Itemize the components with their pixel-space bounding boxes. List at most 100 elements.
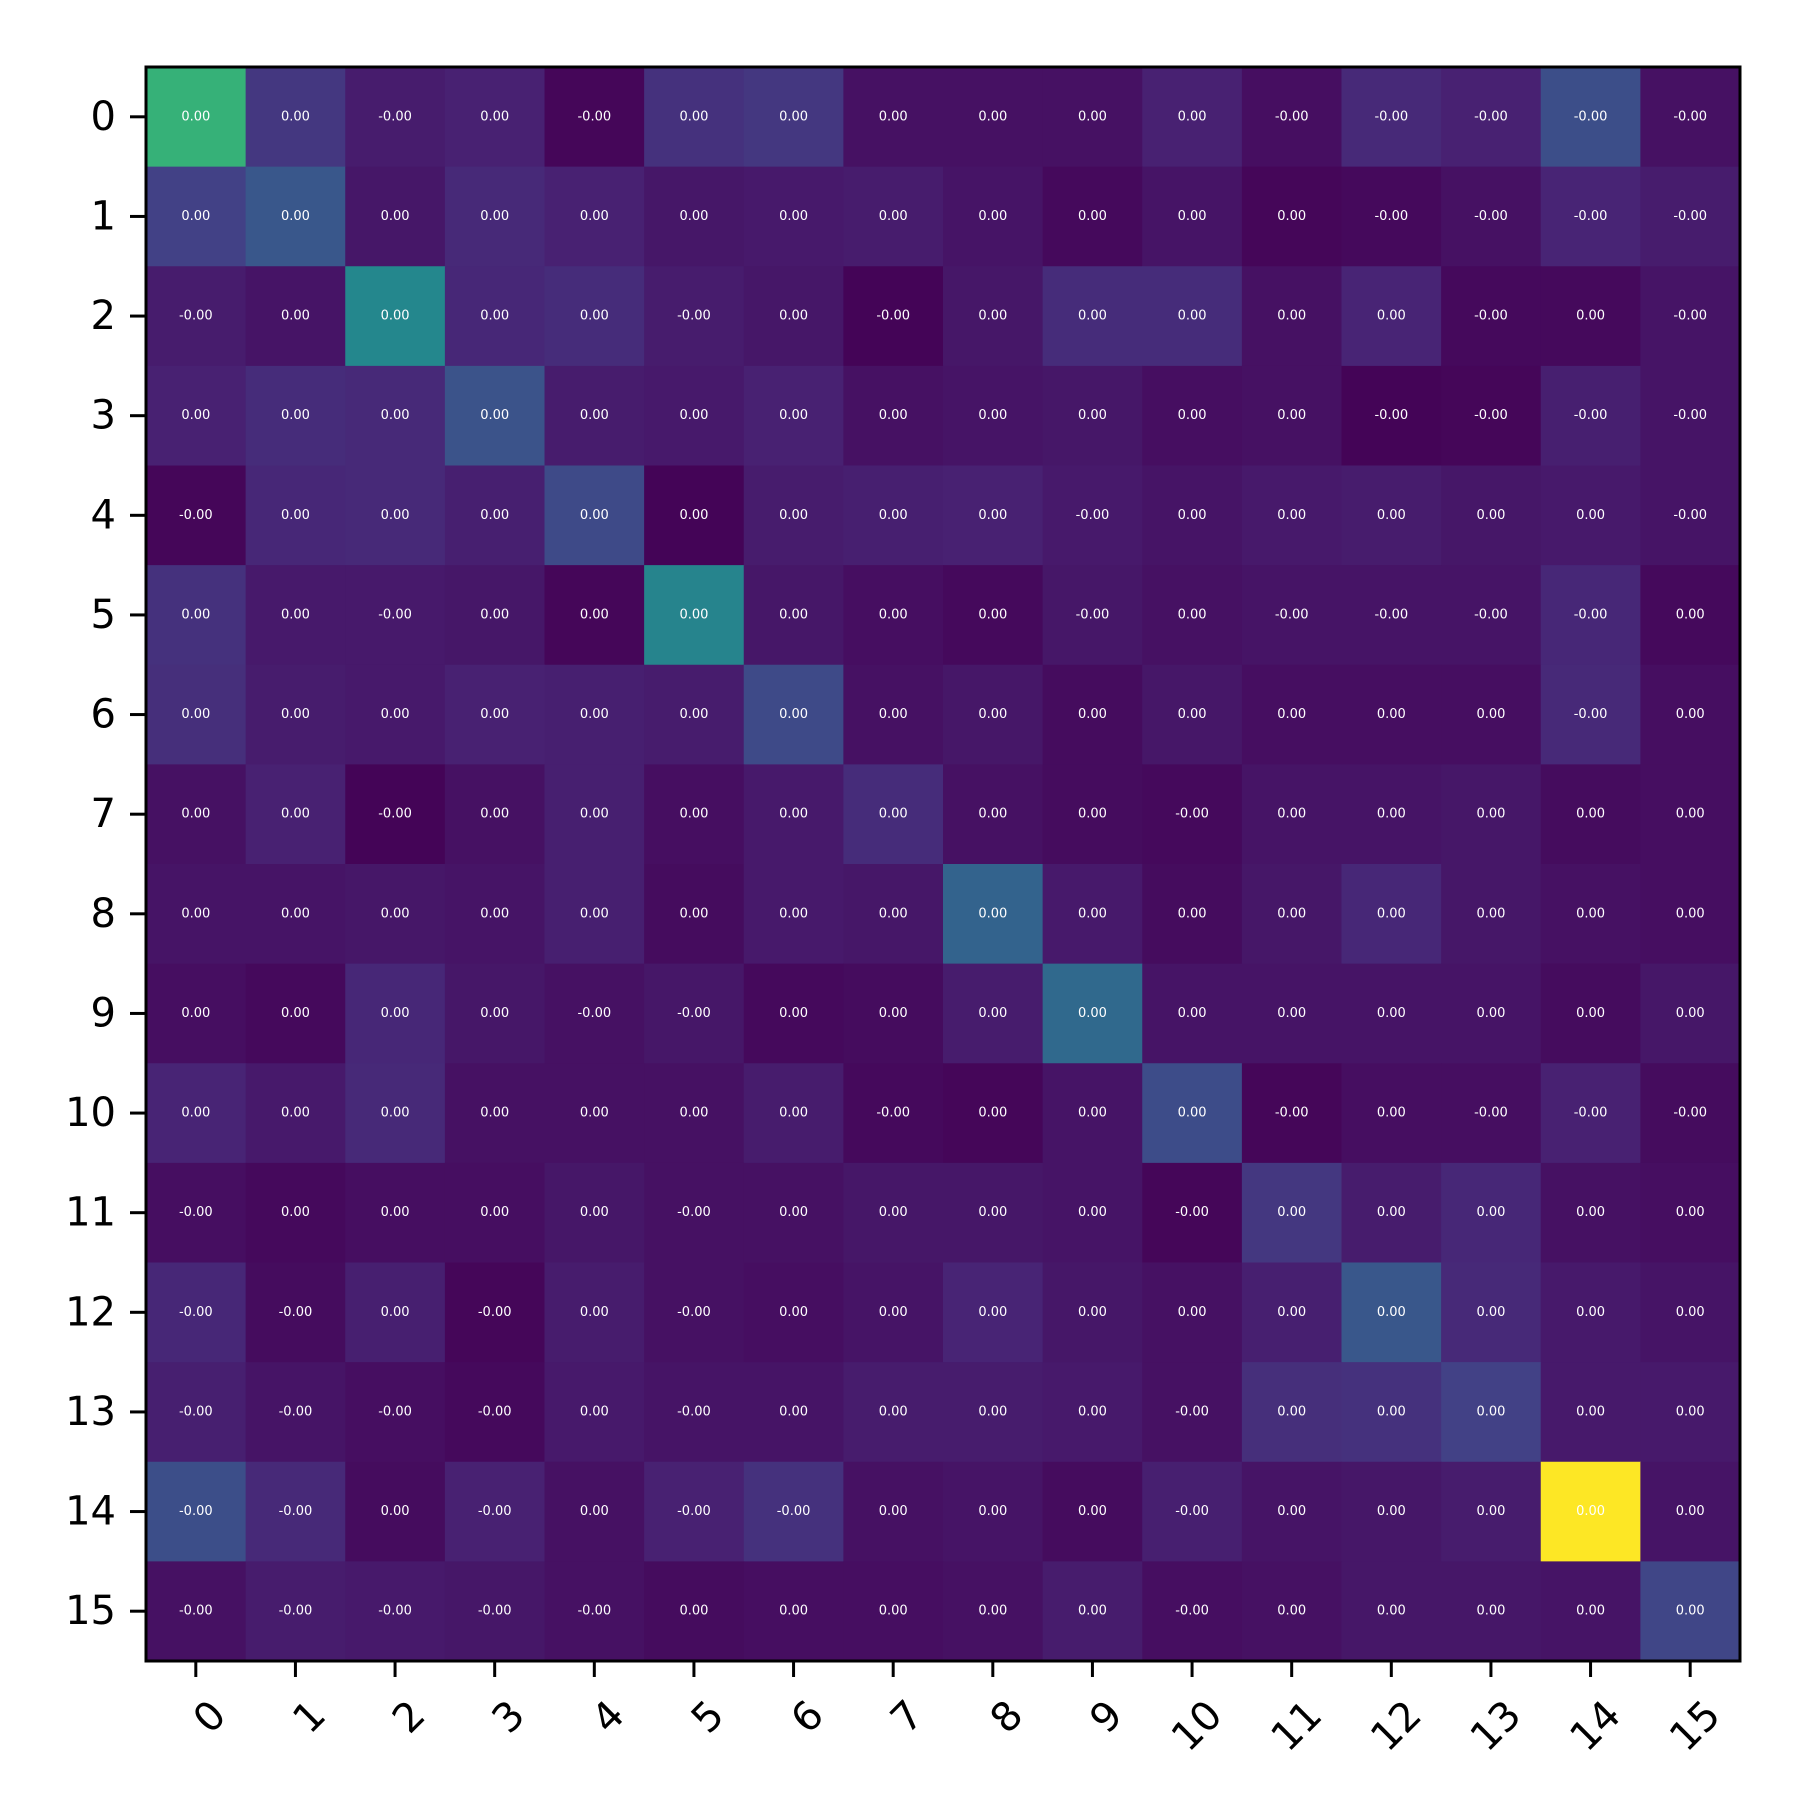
cell-value-label-r4-c7: 0.00: [879, 508, 908, 523]
cell-value-label-r11-c6: 0.00: [779, 1205, 808, 1220]
heatmap-cells: [146, 67, 1741, 1662]
heatmap-cell-r0-c9: [1042, 67, 1143, 168]
cell-value-label-r11-c1: 0.00: [281, 1205, 310, 1220]
cell-value-label-r4-c10: 0.00: [1178, 508, 1207, 523]
heatmap-cell-r3-c2: [345, 365, 446, 467]
cell-value-label-r15-c2: -0.00: [378, 1604, 412, 1619]
heatmap-cell-r11-c3: [444, 1162, 546, 1264]
cell-value-label-r1-c3: 0.00: [480, 209, 509, 224]
x-tick-label-2: 2: [384, 1692, 435, 1743]
heatmap-cell-r7-c4: [544, 764, 645, 865]
cell-value-label-r0-c0: 0.00: [181, 109, 210, 124]
heatmap-cell-r3-c5: [644, 365, 745, 467]
cell-value-label-r5-c15: 0.00: [1676, 607, 1705, 622]
heatmap-cell-r6-c6: [743, 664, 844, 765]
heatmap-cell-r5-c12: [1341, 565, 1442, 666]
cell-value-label-r0-c13: -0.00: [1474, 109, 1508, 124]
heatmap-cell-r0-c15: [1640, 67, 1741, 168]
heatmap-cell-labels: 0.00 0.00 -0.00 0.00 -0.00 0.00 0.00 0.00 0.00 0.…: [179, 109, 1707, 1618]
heatmap-cell-r11-c0: [146, 1162, 247, 1264]
cell-value-label-r3-c0: 0.00: [181, 408, 210, 423]
heatmap-cell-r5-c2: [345, 565, 446, 666]
cell-value-label-r4-c4: 0.00: [580, 508, 609, 523]
heatmap-cell-r9-c0: [146, 963, 247, 1064]
cell-value-label-r12-c0: -0.00: [179, 1305, 213, 1320]
cell-value-label-r7-c14: 0.00: [1576, 807, 1605, 822]
cell-value-label-r8-c10: 0.00: [1178, 906, 1207, 921]
cell-value-label-r11-c10: -0.00: [1175, 1205, 1209, 1220]
cell-value-label-r3-c3: 0.00: [480, 408, 509, 423]
heatmap-cell-r6-c9: [1042, 664, 1143, 765]
heatmap-cell-r7-c8: [943, 764, 1044, 865]
cell-value-label-r2-c0: -0.00: [179, 309, 213, 324]
heatmap-cell-r11-c5: [644, 1162, 745, 1264]
heatmap-cell-r0-c11: [1241, 67, 1343, 168]
cell-value-label-r10-c11: -0.00: [1275, 1106, 1309, 1121]
cell-value-label-r2-c6: 0.00: [779, 309, 808, 324]
heatmap-cell-r0-c13: [1441, 67, 1542, 168]
cell-value-label-r15-c7: 0.00: [879, 1604, 908, 1619]
cell-value-label-r14-c15: 0.00: [1676, 1504, 1705, 1519]
cell-value-label-r13-c10: -0.00: [1175, 1404, 1209, 1419]
heatmap-cell-r12-c9: [1042, 1262, 1143, 1363]
heatmap-cell-r10-c6: [743, 1063, 844, 1164]
heatmap-cell-r15-c0: [146, 1561, 247, 1662]
cell-value-label-r9-c0: 0.00: [181, 1006, 210, 1021]
cell-value-label-r10-c0: 0.00: [181, 1106, 210, 1121]
heatmap-cell-r13-c15: [1640, 1362, 1741, 1463]
heatmap-cell-r7-c12: [1341, 764, 1442, 865]
heatmap-cell-r15-c15: [1640, 1561, 1741, 1662]
heatmap-cell-r11-c11: [1241, 1162, 1343, 1264]
heatmap-cell-r15-c14: [1540, 1561, 1641, 1662]
cell-value-label-r14-c4: 0.00: [580, 1504, 609, 1519]
heatmap-cell-r7-c9: [1042, 764, 1143, 865]
heatmap-cell-r14-c1: [245, 1461, 346, 1562]
cell-value-label-r8-c3: 0.00: [480, 906, 509, 921]
cell-value-label-r1-c11: 0.00: [1277, 209, 1306, 224]
heatmap-cell-r11-c13: [1441, 1162, 1542, 1264]
cell-value-label-r15-c11: 0.00: [1277, 1604, 1306, 1619]
heatmap-cell-r3-c13: [1441, 365, 1542, 467]
cell-value-label-r7-c3: 0.00: [480, 807, 509, 822]
cell-value-label-r12-c9: 0.00: [1078, 1305, 1107, 1320]
heatmap-cell-r4-c14: [1540, 465, 1641, 566]
heatmap-cell-r13-c6: [743, 1362, 844, 1463]
cell-value-label-r15-c6: 0.00: [779, 1604, 808, 1619]
heatmap-cell-r8-c0: [146, 864, 247, 965]
cell-value-label-r8-c6: 0.00: [779, 906, 808, 921]
cell-value-label-r0-c10: 0.00: [1178, 109, 1207, 124]
heatmap-cell-r4-c8: [943, 465, 1044, 566]
heatmap-cell-r9-c10: [1142, 963, 1243, 1064]
cell-value-label-r14-c6: -0.00: [777, 1504, 811, 1519]
cell-value-label-r14-c2: 0.00: [381, 1504, 410, 1519]
cell-value-label-r5-c7: 0.00: [879, 607, 908, 622]
cell-value-label-r8-c9: 0.00: [1078, 906, 1107, 921]
cell-value-label-r15-c0: -0.00: [179, 1604, 213, 1619]
cell-value-label-r8-c13: 0.00: [1476, 906, 1505, 921]
cell-value-label-r2-c8: 0.00: [978, 309, 1007, 324]
heatmap-cell-r3-c4: [544, 365, 645, 467]
heatmap-cell-r15-c10: [1142, 1561, 1243, 1662]
cell-value-label-r7-c15: 0.00: [1676, 807, 1705, 822]
cell-value-label-r14-c11: 0.00: [1277, 1504, 1306, 1519]
y-tick-label-7: 7: [91, 791, 116, 837]
heatmap-cell-r12-c15: [1640, 1262, 1741, 1363]
heatmap-cell-r2-c13: [1441, 266, 1542, 367]
cell-value-label-r15-c14: 0.00: [1576, 1604, 1605, 1619]
heatmap-cell-r8-c5: [644, 864, 745, 965]
heatmap-cell-r8-c14: [1540, 864, 1641, 965]
heatmap-cell-r11-c7: [843, 1162, 944, 1264]
cell-value-label-r4-c2: 0.00: [381, 508, 410, 523]
heatmap-cell-r4-c7: [843, 465, 944, 566]
heatmap-cell-r4-c6: [743, 465, 844, 566]
x-tick-label-6: 6: [782, 1692, 833, 1743]
heatmap-cell-r2-c8: [943, 266, 1044, 367]
y-tick-label-1: 1: [91, 193, 116, 239]
heatmap-cell-r7-c5: [644, 764, 745, 865]
heatmap-cell-r0-c5: [644, 67, 745, 168]
heatmap-cell-r11-c12: [1341, 1162, 1442, 1264]
cell-value-label-r13-c13: 0.00: [1476, 1404, 1505, 1419]
cell-value-label-r12-c13: 0.00: [1476, 1305, 1505, 1320]
x-tick-label-4: 4: [583, 1692, 634, 1743]
cell-value-label-r11-c5: -0.00: [677, 1205, 711, 1220]
